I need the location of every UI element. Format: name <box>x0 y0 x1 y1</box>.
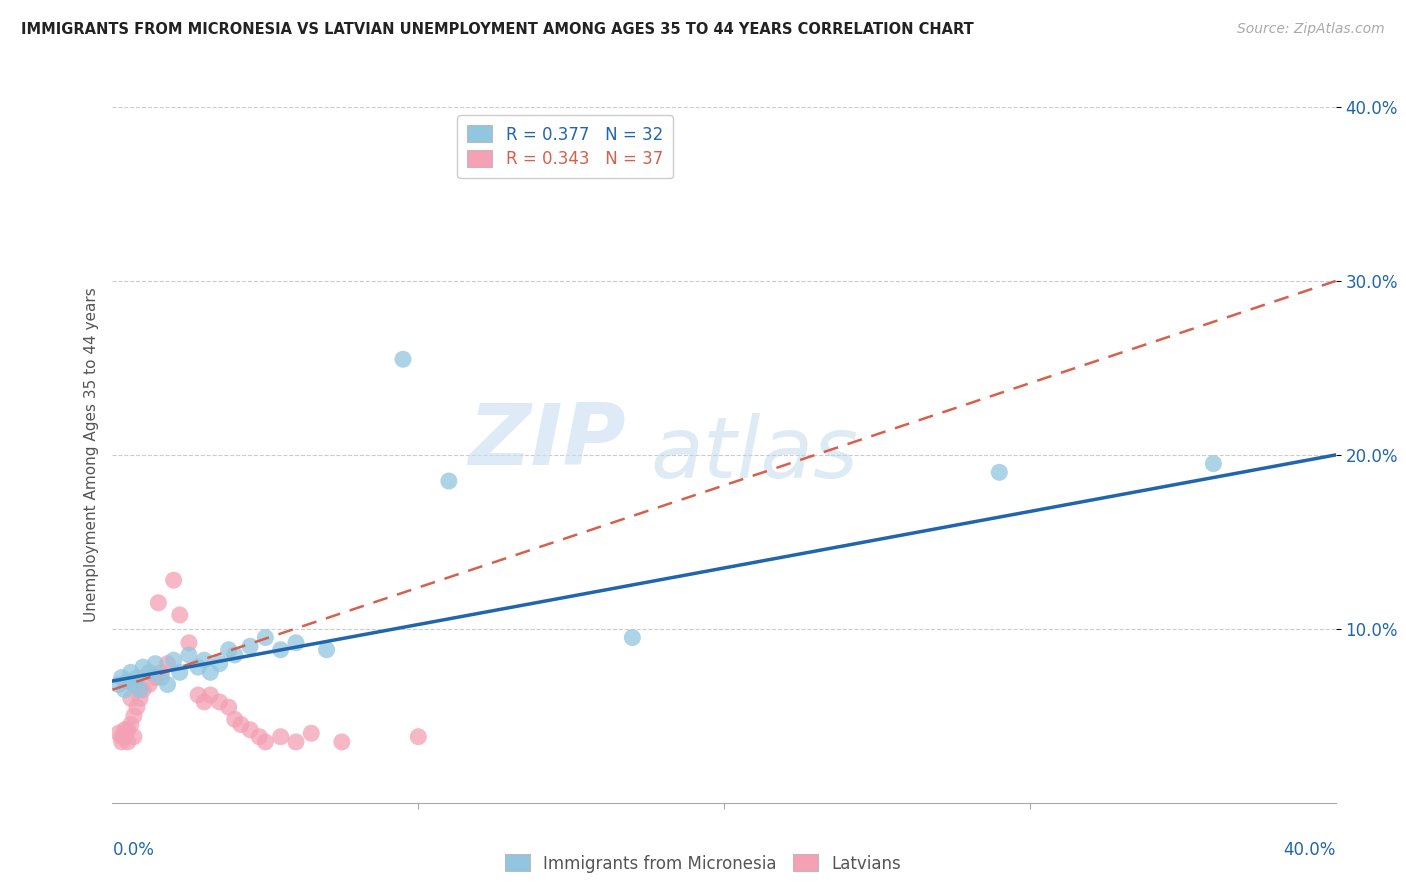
Point <box>143 657 166 671</box>
Point <box>299 726 322 740</box>
Point <box>122 730 145 744</box>
Point <box>143 671 166 685</box>
Point <box>270 642 292 657</box>
Point <box>218 642 240 657</box>
Text: ZIP: ZIP <box>468 400 626 483</box>
Point <box>107 726 129 740</box>
Legend: Immigrants from Micronesia, Latvians: Immigrants from Micronesia, Latvians <box>498 847 908 880</box>
Point <box>120 691 142 706</box>
Point <box>177 648 200 662</box>
Point <box>193 653 215 667</box>
Point <box>138 665 160 680</box>
Point <box>114 682 136 697</box>
Point <box>408 730 430 744</box>
Point <box>254 735 277 749</box>
Point <box>284 735 308 749</box>
Point <box>315 642 337 657</box>
Point <box>114 730 136 744</box>
Point <box>129 691 152 706</box>
Point <box>132 682 155 697</box>
Point <box>117 735 139 749</box>
Text: IMMIGRANTS FROM MICRONESIA VS LATVIAN UNEMPLOYMENT AMONG AGES 35 TO 44 YEARS COR: IMMIGRANTS FROM MICRONESIA VS LATVIAN UN… <box>21 22 974 37</box>
Point <box>224 712 246 726</box>
Point <box>132 660 155 674</box>
Legend: R = 0.377   N = 32, R = 0.343   N = 37: R = 0.377 N = 32, R = 0.343 N = 37 <box>457 115 673 178</box>
Point <box>111 671 134 685</box>
Y-axis label: Unemployment Among Ages 35 to 44 years: Unemployment Among Ages 35 to 44 years <box>83 287 98 623</box>
Point <box>200 665 222 680</box>
Point <box>163 573 186 587</box>
Point <box>254 631 277 645</box>
Point <box>107 677 129 691</box>
Point <box>392 352 415 367</box>
Point <box>193 695 215 709</box>
Text: atlas: atlas <box>651 413 859 497</box>
Point <box>122 677 145 691</box>
Point <box>150 671 173 685</box>
Point <box>239 723 262 737</box>
Point <box>218 700 240 714</box>
Point <box>125 671 148 685</box>
Point <box>156 677 179 691</box>
Point <box>187 688 209 702</box>
Point <box>247 730 270 744</box>
Point <box>117 674 139 689</box>
Point <box>120 665 142 680</box>
Point <box>1202 457 1225 471</box>
Point <box>150 665 173 680</box>
Text: 40.0%: 40.0% <box>1284 841 1336 859</box>
Point <box>122 708 145 723</box>
Point <box>169 607 191 622</box>
Point <box>111 735 134 749</box>
Point <box>330 735 353 749</box>
Point <box>177 636 200 650</box>
Point <box>138 677 160 691</box>
Text: Source: ZipAtlas.com: Source: ZipAtlas.com <box>1237 22 1385 37</box>
Point <box>120 717 142 731</box>
Point <box>229 717 252 731</box>
Point <box>117 723 139 737</box>
Point <box>148 596 170 610</box>
Point <box>270 730 292 744</box>
Point <box>437 474 460 488</box>
Text: 0.0%: 0.0% <box>112 841 155 859</box>
Point <box>114 723 136 737</box>
Point <box>988 466 1011 480</box>
Point <box>125 700 148 714</box>
Point <box>163 653 186 667</box>
Point <box>187 660 209 674</box>
Point <box>284 636 308 650</box>
Point <box>111 730 134 744</box>
Point <box>129 682 152 697</box>
Point <box>208 695 231 709</box>
Point <box>156 657 179 671</box>
Point <box>224 648 246 662</box>
Point <box>200 688 222 702</box>
Point <box>169 665 191 680</box>
Point <box>621 631 644 645</box>
Point <box>239 639 262 653</box>
Point <box>208 657 231 671</box>
